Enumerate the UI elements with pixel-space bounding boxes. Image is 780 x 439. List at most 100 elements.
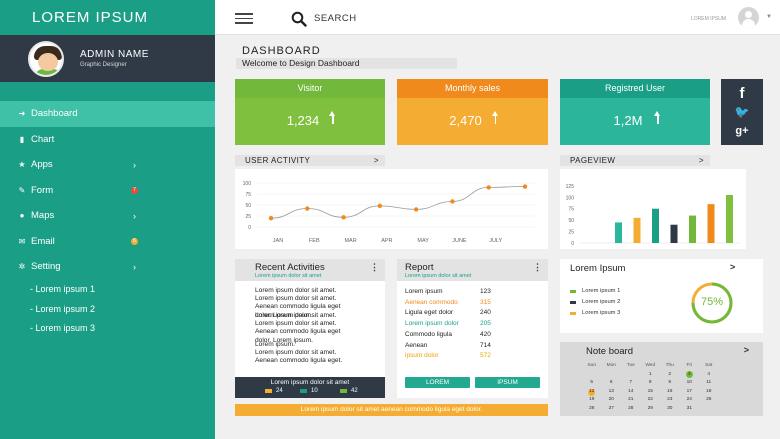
legend-swatch [570, 311, 576, 315]
recent-activities-header: Recent Activities Lorem ipsum dolor sit … [235, 259, 385, 281]
report-row-value: 714 [480, 341, 491, 349]
calendar-day[interactable]: 6 [602, 379, 622, 388]
report-row: Commodo ligula 420 [405, 331, 525, 341]
sidebar-subitem[interactable]: - Lorem ipsum 3 [30, 323, 96, 334]
search-label[interactable]: SEARCH [314, 13, 357, 24]
chevron-right-icon[interactable]: > [373, 156, 379, 165]
sidebar-subitem[interactable]: - Lorem ipsum 2 [30, 303, 96, 314]
calendar-day-number: 8 [648, 380, 652, 386]
report-row: Lorem ipsum dolor 205 [405, 320, 525, 330]
calendar-day[interactable]: 16 [660, 388, 680, 397]
more-options-icon[interactable]: ⋮ [533, 262, 542, 272]
calendar-day[interactable]: 15 [641, 388, 661, 397]
ipsum-button[interactable]: IPSUM [475, 377, 540, 388]
calendar-day[interactable]: 14 [621, 388, 641, 397]
sidebar-item-apps[interactable]: ★ Apps › [0, 152, 215, 178]
stat-card-visitor[interactable]: Visitor 1,234 [235, 79, 385, 145]
calendar-day[interactable]: 21 [621, 396, 641, 405]
chevron-right-icon: › [133, 159, 136, 170]
sidebar-subitem[interactable]: - Lorem ipsum 1 [30, 284, 96, 295]
report-header: Report Lorem ipsum dolor sit amet ⋮ [397, 259, 548, 281]
twitter-icon[interactable]: 🐦 [734, 105, 750, 119]
calendar-day-number: 27 [608, 405, 614, 411]
calendar-day[interactable]: 27 [602, 405, 622, 414]
calendar-day[interactable]: 19 [582, 396, 602, 405]
report-row-value: 240 [480, 309, 491, 317]
more-options-icon[interactable]: ⋮ [370, 262, 379, 272]
sidebar-item-maps[interactable]: ● Maps › [0, 203, 215, 229]
calendar-day[interactable]: 3 [680, 371, 700, 380]
data-point [486, 185, 491, 190]
x-tick-label: JUNE [452, 238, 467, 244]
sidebar-item-form[interactable]: ✎ Form 7 [0, 178, 215, 204]
calendar-day-number: 12 [589, 388, 595, 394]
chevron-right-icon[interactable]: > [743, 345, 749, 355]
facebook-icon[interactable]: f [739, 85, 745, 102]
search-icon[interactable] [291, 11, 307, 27]
report-row-label: Aenean [405, 341, 428, 349]
calendar-day[interactable]: 10 [680, 379, 700, 388]
sidebar-item-dashboard[interactable]: ➜ Dashboard [0, 101, 215, 127]
report-row-label: Aenean commodo [405, 298, 458, 306]
pageview-header: PAGEVIEW > [560, 155, 710, 166]
gauge-value: 75% [700, 296, 724, 308]
calendar-day[interactable]: 26 [582, 405, 602, 414]
calendar-day[interactable]: 13 [602, 388, 622, 397]
calendar-day[interactable]: 28 [621, 405, 641, 414]
lorem-button[interactable]: LOREM [405, 377, 470, 388]
y-tick-label: 50 [245, 203, 251, 209]
bar [670, 224, 678, 243]
top-user-avatar[interactable] [738, 7, 759, 28]
sidebar-item-setting[interactable]: ✲ Setting › [0, 254, 215, 280]
chevron-right-icon[interactable]: > [698, 156, 704, 165]
google-plus-icon[interactable]: g+ [735, 125, 749, 137]
calendar-day[interactable]: 25 [699, 396, 719, 405]
admin-role: Graphic Designer [80, 62, 127, 68]
comment-icon [340, 389, 347, 393]
calendar-day[interactable]: 30 [660, 405, 680, 414]
calendar-day[interactable]: 1 [641, 371, 661, 380]
calendar-day[interactable]: 7 [621, 379, 641, 388]
y-tick-label: 75 [568, 207, 574, 213]
weekday-label: Wed [645, 363, 656, 368]
calendar-day[interactable]: 18 [699, 388, 719, 397]
sidebar-item-email[interactable]: ✉ Email 6 [0, 229, 215, 255]
calendar-day[interactable]: 24 [680, 396, 700, 405]
activity-line: dolor. Lorem ipsum. [255, 336, 313, 344]
calendar-day[interactable]: 2 [660, 371, 680, 380]
calendar-day[interactable]: 20 [602, 396, 622, 405]
x-tick-label: MAY [417, 238, 429, 244]
calendar-grid: Sun Mon Tue Wed Thu Fri Sat 1 2 3 4 5 6 7 8 9 10 11 12 13 14… [582, 362, 750, 414]
calendar-day[interactable]: 5 [582, 379, 602, 388]
chevron-right-icon[interactable]: > [730, 262, 736, 272]
calendar-day[interactable]: 8 [641, 379, 661, 388]
sidebar-item-chart[interactable]: ▮ Chart [0, 127, 215, 153]
calendar-day[interactable]: 23 [660, 396, 680, 405]
chevron-right-icon: › [133, 210, 136, 221]
calendar-weekday-row: Sun Mon Tue Wed Thu Fri Sat [582, 362, 750, 371]
calendar-day[interactable]: 4 [699, 371, 719, 380]
activity-line: Aenean commodo ligula eget [255, 328, 341, 336]
weekday-label: Mon [606, 363, 616, 368]
envelope-icon: ✉ [18, 236, 26, 246]
calendar-day[interactable]: 29 [641, 405, 661, 414]
chevron-down-icon[interactable]: ▼ [766, 14, 772, 20]
calendar-day-number: 4 [707, 371, 711, 377]
calendar-day [602, 371, 622, 380]
stat-card-monthly-sales[interactable]: Monthly sales 2,470 [397, 79, 548, 145]
admin-avatar[interactable] [28, 40, 64, 77]
calendar-day[interactable]: 22 [641, 396, 661, 405]
calendar-day[interactable]: 31 [680, 405, 700, 414]
hamburger-menu-icon[interactable] [235, 13, 253, 27]
calendar-day[interactable]: 11 [699, 379, 719, 388]
user-activity-title: USER ACTIVITY [245, 156, 311, 165]
calendar-day[interactable]: 9 [660, 379, 680, 388]
stat-card-registred-user[interactable]: Registred User 1,2M [560, 79, 710, 145]
calendar-day[interactable]: 12 [582, 388, 602, 397]
sidebar-item-label: Dashboard [31, 108, 78, 120]
report-row-value: 205 [480, 320, 491, 328]
y-tick-label: 75 [245, 192, 251, 198]
calendar-day[interactable]: 17 [680, 388, 700, 397]
weekday-label: Sun [587, 363, 597, 368]
report-row: Ligula eget dolor 240 [405, 309, 525, 319]
